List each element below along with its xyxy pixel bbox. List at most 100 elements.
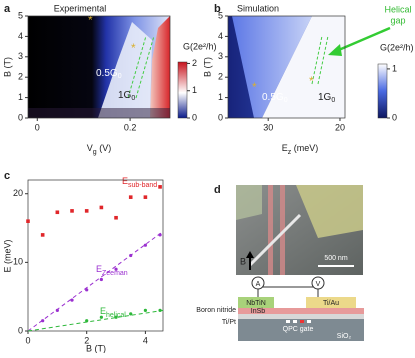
colorbar-tick-label: 0 [392,112,397,122]
region-label: 0.5G0 [262,92,288,104]
point [70,298,74,302]
meter-label: V [316,281,321,288]
layer-label: Boron nitride [196,307,236,314]
plateau [150,16,170,118]
layer [306,297,356,308]
y-tick-label: 1 [218,92,223,102]
colorbar-title: G(2e²/h) [183,41,217,51]
annotation: Helical [384,4,411,14]
panel-label: c [4,170,10,182]
field-label: B [240,256,246,266]
x-tick-label: 20 [335,122,345,132]
point [55,210,60,215]
x-tick-label: 0 [35,122,40,132]
panel-title: Experimental [54,3,107,13]
arrow [333,26,391,54]
y-tick-label: 1 [18,92,23,102]
point [114,315,118,319]
gate [300,320,304,323]
y-tick-label: 0 [18,325,23,335]
layer-label: Ti/Au [323,300,339,307]
x-label: Ez (meV) [282,143,319,155]
point [84,209,89,213]
y-label: E (meV) [2,239,12,272]
series-label: Ehelical [100,306,126,318]
point [55,308,59,313]
plot-frame [27,15,171,119]
colorbar [177,61,188,119]
point [129,253,133,258]
fit-line [27,231,164,332]
layer [238,308,364,314]
y-tick-label: 4 [18,31,23,41]
point [129,312,133,316]
plot-frame [27,179,164,332]
point [143,195,148,199]
region-label: 1G0 [118,90,135,102]
x-label: Vg (V) [87,143,111,155]
scale-label: 500 nm [324,255,348,262]
colorbar-tick-label: 0 [192,112,197,122]
gate [307,320,311,323]
layer-label: InSb [251,308,266,315]
point [99,205,104,210]
panel-label: d [214,184,221,196]
y-tick-label: 2 [218,72,223,82]
point [85,288,89,292]
arrow-head [328,44,342,56]
wire [248,213,302,267]
y-tick-label: 5 [18,10,23,20]
y-tick-label: 10 [13,257,23,267]
y-tick-label: 3 [18,51,23,61]
point [99,277,103,282]
colorbar-title: G(2e²/h) [380,42,414,52]
layer [238,319,364,341]
contact [296,185,363,238]
layer [238,314,364,319]
point [26,219,30,223]
meter-label: A [256,281,261,288]
guide [135,35,155,99]
layer [238,297,274,308]
marker: * [88,13,93,27]
plot-frame [227,15,346,119]
guide [311,35,323,85]
y-tick-label: 4 [218,31,223,41]
voltmeter [311,276,325,290]
point [143,308,147,313]
point [41,319,45,323]
marker: * [131,41,136,55]
plateau [262,16,345,118]
annotation: gap [390,15,405,25]
gate [286,320,290,323]
series-label: EZeeman [96,264,128,276]
guide [127,35,147,99]
layer-label: SiO₂ [337,333,352,340]
contact [236,185,262,220]
point [40,233,45,237]
colorbar [377,63,388,119]
region-label: 0.5G0 [96,68,122,80]
panel-label: a [4,3,11,15]
y-tick-label: 3 [218,51,223,61]
plateau [98,22,152,118]
marker: * [309,74,314,88]
layer-label: Ti/Pt [222,319,236,326]
x-tick-label: 30 [263,122,273,132]
layer-label: NbTiN [246,300,266,307]
x-tick-label: 0.2 [124,122,137,132]
y-tick-label: 2 [18,72,23,82]
x-tick-label: 2 [84,335,89,345]
field-arrow [246,251,254,258]
guide [317,35,329,85]
point [143,243,147,247]
region-label: 1G0 [318,92,335,104]
y-label: B (T) [202,57,212,77]
point [99,315,103,319]
panel-label: b [214,3,221,15]
point [70,209,74,213]
layer-label: QPC gate [283,326,314,333]
y-tick-label: 20 [13,188,23,198]
x-label: B (T) [86,343,106,353]
